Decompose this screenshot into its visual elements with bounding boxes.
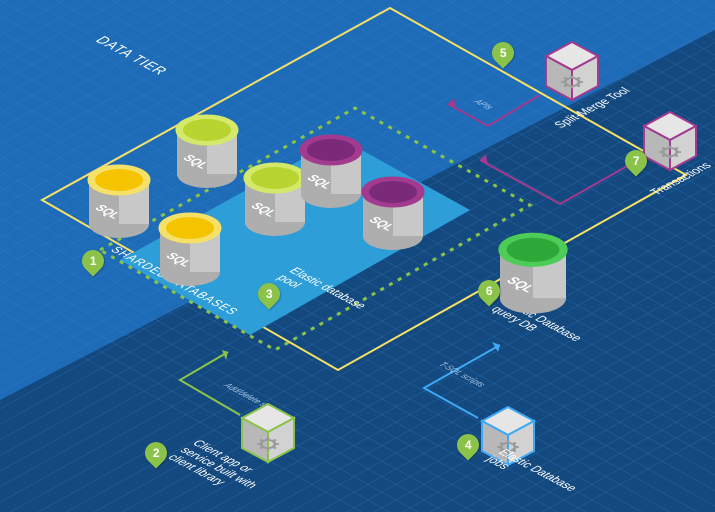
db-cylinder-purple: SQL (296, 130, 366, 214)
db-cylinder-lime: SQL (172, 110, 242, 194)
db-cylinder-green: SQL (495, 228, 572, 320)
db-cylinder-purple: SQL (358, 172, 428, 256)
db-cylinder-yellow: SQL (155, 208, 225, 292)
transactions-cube (642, 110, 694, 168)
split-merge-cube (544, 40, 596, 98)
background (0, 0, 715, 512)
db-cylinder-yellow: SQL (84, 160, 154, 244)
client-cube (240, 402, 292, 460)
